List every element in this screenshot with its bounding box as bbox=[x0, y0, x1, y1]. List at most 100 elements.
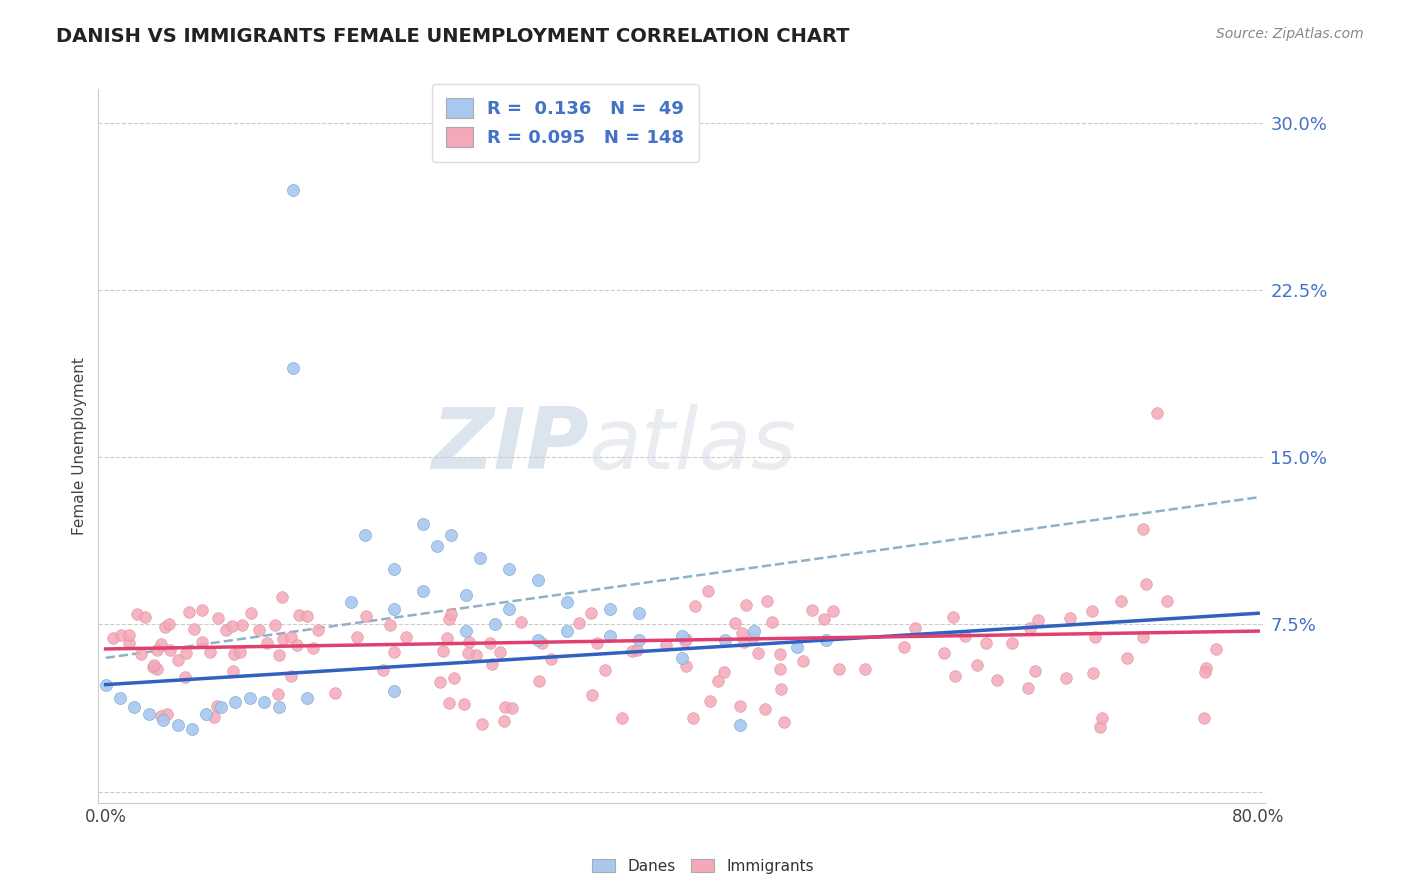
Point bbox=[382, 684, 405, 698]
Point bbox=[454, 624, 477, 639]
Point bbox=[173, 670, 195, 684]
Point bbox=[297, 690, 319, 705]
Point bbox=[953, 629, 976, 643]
Point bbox=[786, 640, 808, 654]
Point bbox=[742, 624, 765, 639]
Point bbox=[118, 636, 141, 650]
Point bbox=[673, 633, 696, 648]
Point bbox=[307, 623, 329, 637]
Point bbox=[495, 700, 517, 714]
Text: ZIP: ZIP bbox=[430, 404, 589, 488]
Point bbox=[267, 699, 290, 714]
Point bbox=[108, 690, 131, 705]
Legend: R =  0.136   N =  49, R = 0.095   N = 148: R = 0.136 N = 49, R = 0.095 N = 148 bbox=[432, 84, 699, 161]
Point bbox=[354, 528, 377, 542]
Point bbox=[581, 689, 603, 703]
Point bbox=[134, 610, 156, 624]
Point bbox=[1001, 636, 1024, 650]
Point bbox=[166, 717, 188, 731]
Point bbox=[297, 609, 319, 624]
Point bbox=[94, 678, 117, 692]
Point bbox=[671, 651, 693, 665]
Point bbox=[733, 635, 755, 649]
Point bbox=[1091, 711, 1114, 725]
Point bbox=[440, 528, 463, 542]
Point bbox=[1024, 664, 1046, 678]
Point bbox=[1132, 521, 1154, 535]
Point bbox=[488, 645, 510, 659]
Point bbox=[1017, 681, 1039, 695]
Point bbox=[813, 612, 835, 626]
Point bbox=[118, 628, 141, 642]
Point bbox=[814, 633, 837, 648]
Point bbox=[267, 648, 290, 663]
Point bbox=[453, 697, 475, 711]
Point bbox=[568, 616, 591, 631]
Point bbox=[436, 631, 458, 645]
Point bbox=[231, 617, 253, 632]
Point bbox=[239, 690, 262, 705]
Point bbox=[159, 643, 181, 657]
Point bbox=[346, 630, 368, 644]
Point bbox=[823, 603, 845, 617]
Point bbox=[942, 610, 965, 624]
Point bbox=[174, 646, 197, 660]
Point bbox=[986, 673, 1008, 687]
Point bbox=[612, 711, 634, 725]
Point bbox=[527, 633, 550, 648]
Point bbox=[207, 611, 229, 625]
Point bbox=[853, 662, 876, 676]
Point bbox=[153, 620, 176, 634]
Point bbox=[734, 598, 756, 612]
Point bbox=[1081, 604, 1104, 618]
Point bbox=[627, 607, 650, 621]
Point bbox=[382, 562, 405, 576]
Point bbox=[540, 651, 562, 665]
Point bbox=[281, 360, 304, 375]
Point bbox=[471, 716, 494, 731]
Point bbox=[1195, 661, 1218, 675]
Point bbox=[498, 601, 520, 615]
Point bbox=[1192, 711, 1215, 725]
Point bbox=[479, 636, 502, 650]
Point bbox=[205, 698, 228, 713]
Point bbox=[801, 602, 824, 616]
Point bbox=[904, 621, 927, 635]
Point bbox=[371, 664, 394, 678]
Point bbox=[215, 624, 238, 638]
Point bbox=[253, 696, 276, 710]
Point bbox=[501, 701, 523, 715]
Point bbox=[599, 601, 621, 615]
Point bbox=[382, 645, 405, 659]
Point bbox=[198, 645, 221, 659]
Point bbox=[754, 702, 776, 716]
Point bbox=[429, 674, 451, 689]
Point bbox=[714, 633, 737, 648]
Point bbox=[707, 673, 730, 688]
Point bbox=[773, 715, 796, 730]
Point bbox=[301, 640, 323, 655]
Point bbox=[527, 673, 550, 688]
Point bbox=[270, 591, 292, 605]
Point bbox=[224, 647, 246, 661]
Point bbox=[675, 659, 697, 673]
Point bbox=[1084, 630, 1107, 644]
Point bbox=[945, 669, 967, 683]
Point bbox=[166, 653, 188, 667]
Y-axis label: Female Unemployment: Female Unemployment bbox=[72, 357, 87, 535]
Point bbox=[761, 615, 783, 629]
Point bbox=[671, 628, 693, 642]
Point bbox=[394, 630, 416, 644]
Point bbox=[1146, 405, 1168, 419]
Point bbox=[747, 647, 769, 661]
Point bbox=[143, 658, 166, 673]
Point bbox=[229, 645, 252, 659]
Point bbox=[1059, 611, 1081, 625]
Point bbox=[620, 644, 643, 658]
Point bbox=[146, 662, 169, 676]
Point bbox=[470, 550, 492, 565]
Point bbox=[110, 627, 132, 641]
Point bbox=[222, 664, 245, 678]
Point bbox=[728, 698, 751, 713]
Point bbox=[145, 642, 167, 657]
